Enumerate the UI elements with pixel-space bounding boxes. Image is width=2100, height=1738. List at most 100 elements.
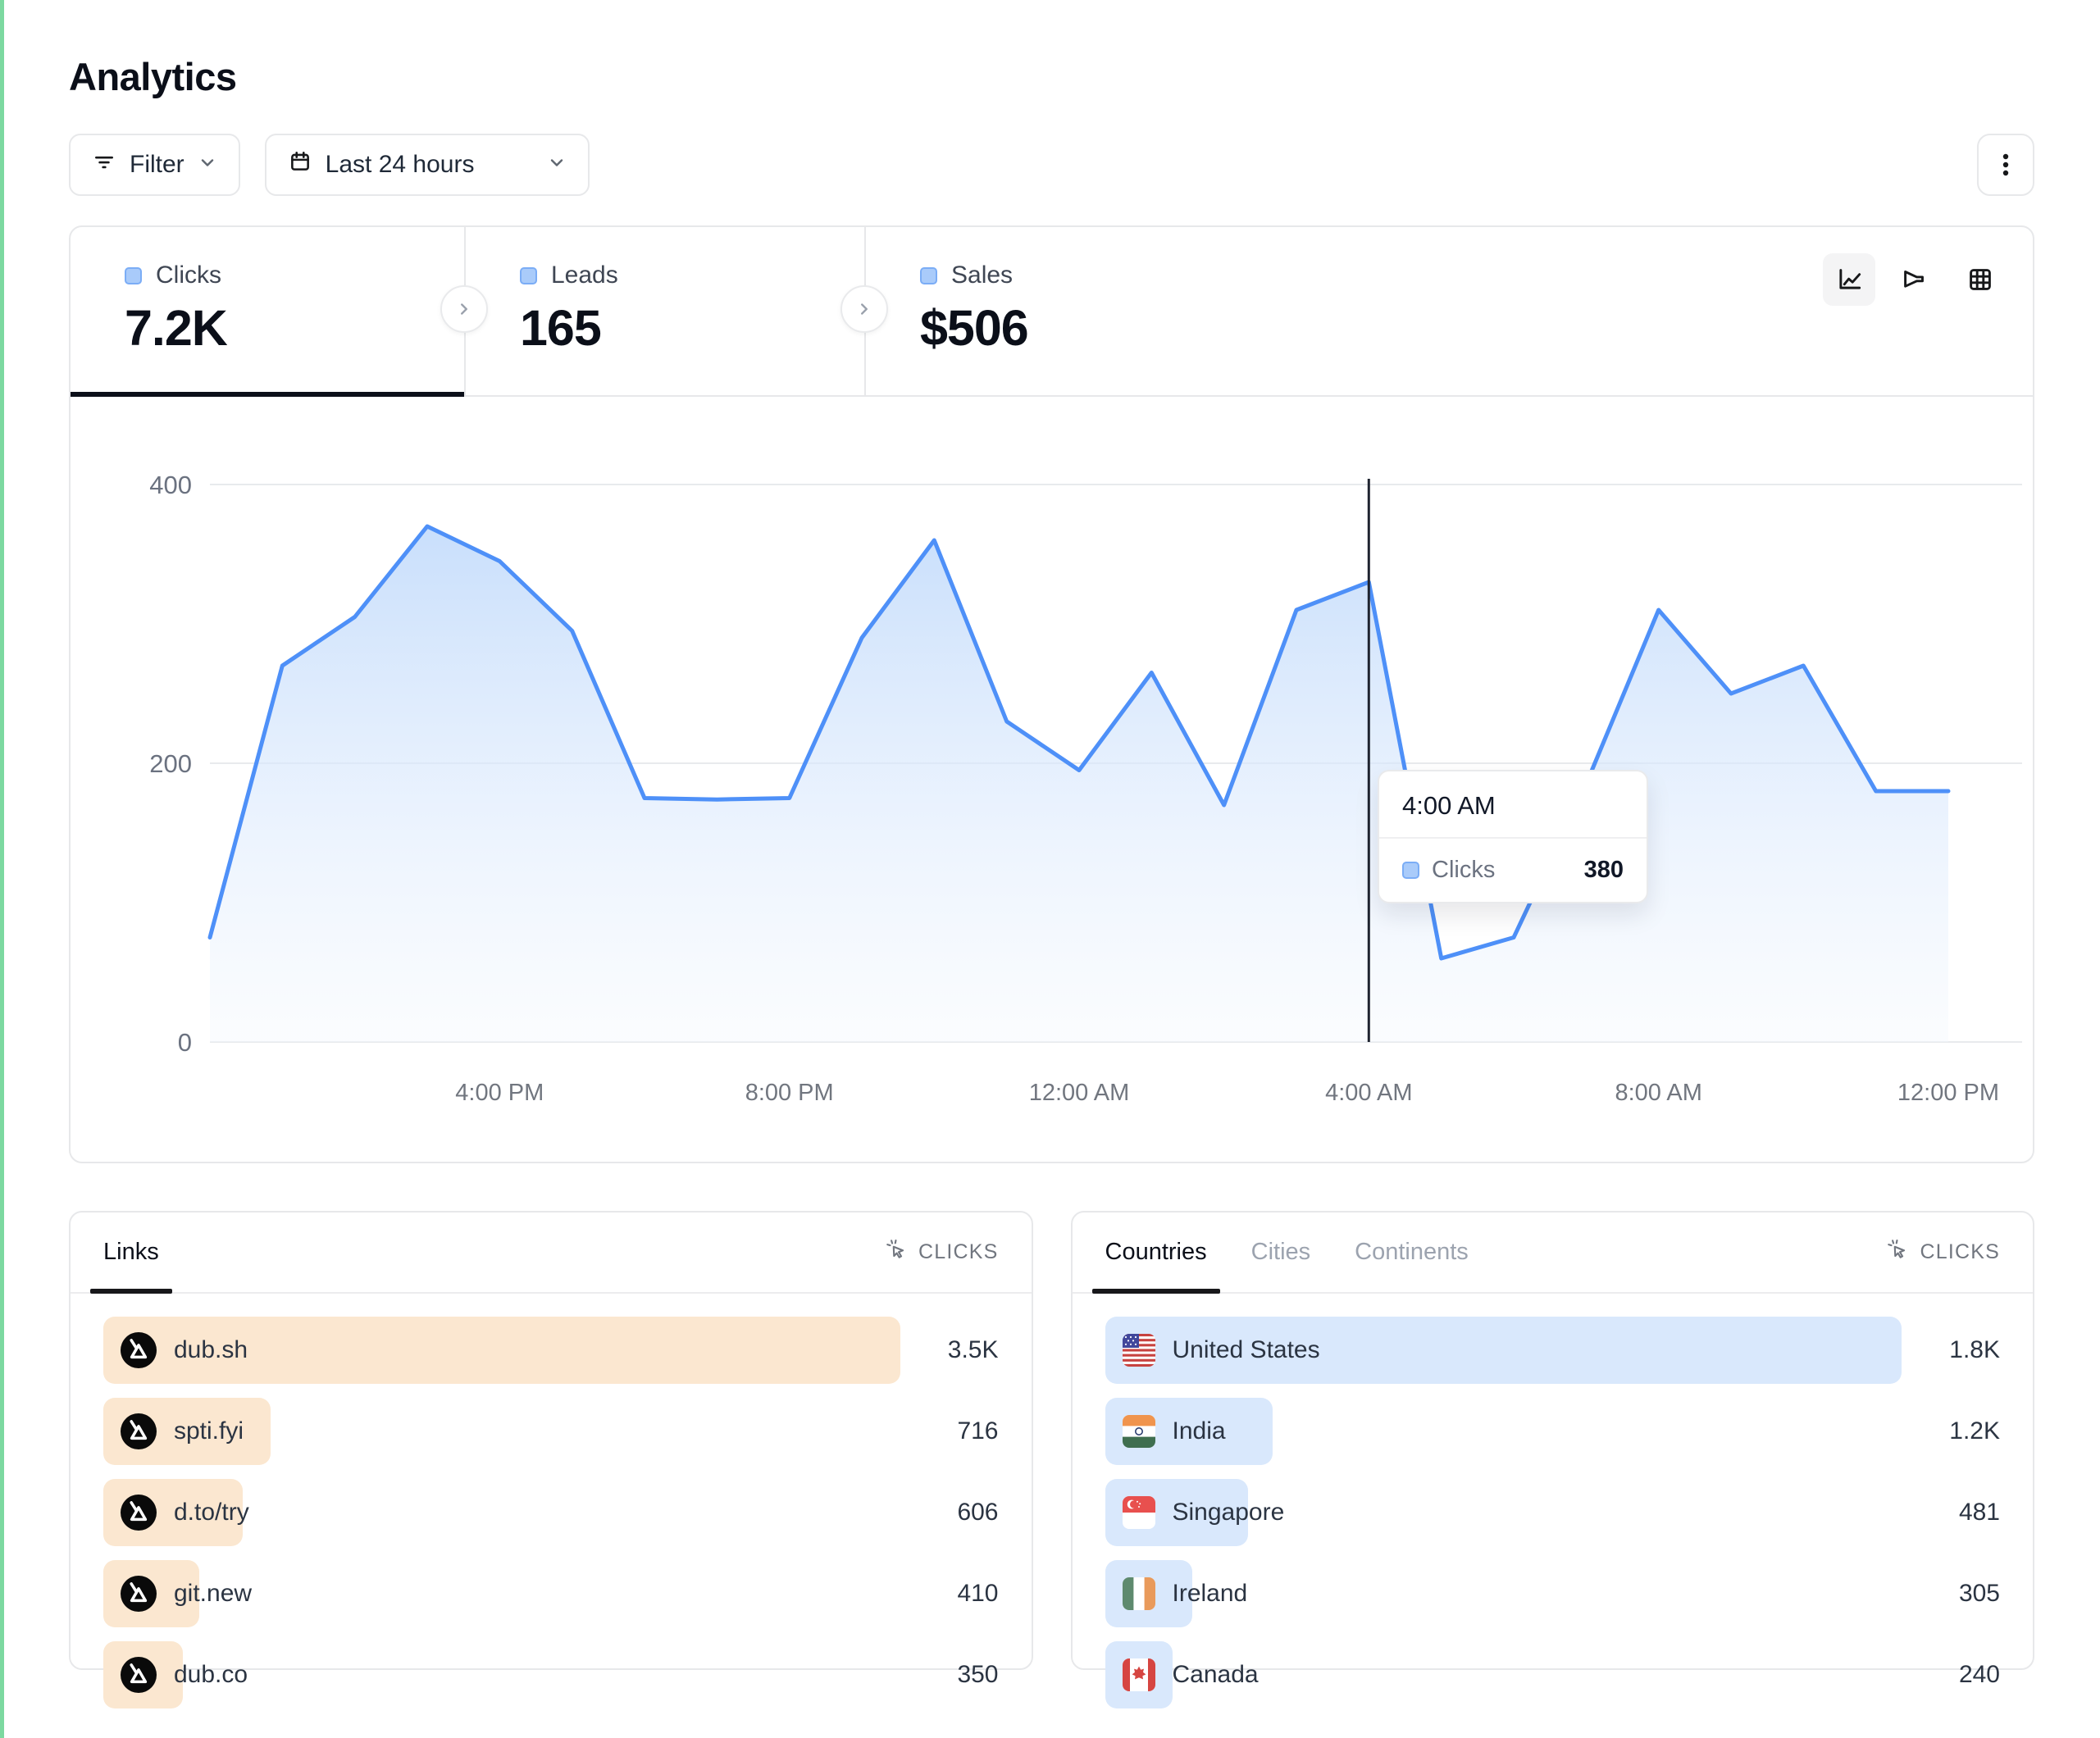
cursor-click-icon <box>884 1237 909 1267</box>
country-row-content: Ireland <box>1105 1560 1902 1627</box>
tab-cities[interactable]: Cities <box>1250 1239 1311 1265</box>
x-tick-label: 12:00 AM <box>1029 1080 1130 1106</box>
country-row[interactable]: India 1.2K <box>1105 1398 2000 1465</box>
link-name: dub.sh <box>174 1336 248 1363</box>
tab-sales[interactable]: Sales $506 <box>866 227 2033 395</box>
country-clicks-value: 240 <box>1958 1661 2000 1688</box>
links-metric-label: CLICKS <box>918 1240 999 1263</box>
country-row[interactable]: Canada 240 <box>1105 1641 2000 1708</box>
leads-value: 165 <box>520 300 602 356</box>
link-bar-zone: git.new <box>103 1560 900 1627</box>
table-grid-view-button[interactable] <box>1954 253 2007 306</box>
links-metric-selector[interactable]: CLICKS <box>884 1237 999 1267</box>
leads-tab-label: Leads <box>551 262 618 289</box>
clicks-tab-label: Clicks <box>156 262 221 289</box>
link-row[interactable]: d.to/try 606 <box>103 1479 999 1546</box>
link-name: git.new <box>174 1580 253 1607</box>
tab-clicks[interactable]: Clicks 7.2K <box>71 227 488 397</box>
country-name: Ireland <box>1172 1580 1248 1607</box>
link-row-content: git.new <box>103 1560 900 1627</box>
link-clicks-value: 606 <box>957 1499 999 1526</box>
funnel-view-button[interactable] <box>1888 253 1941 306</box>
dub-logo-icon <box>121 1413 157 1449</box>
tab-leads[interactable]: Leads 165 <box>466 227 888 395</box>
link-clicks-value: 3.5K <box>947 1336 999 1363</box>
countries-panel: Countries Cities Continents CLICKS Unite… <box>1070 1211 2034 1708</box>
y-tick-label: 200 <box>149 749 192 778</box>
tab-countries[interactable]: Countries <box>1091 1213 1220 1294</box>
link-clicks-value: 716 <box>957 1417 999 1445</box>
link-name: spti.fyi <box>174 1417 244 1445</box>
x-axis-labels: 4:00 PM 8:00 PM 12:00 AM 4:00 AM 8:00 AM 12:0… <box>455 1080 1999 1106</box>
countries-metric-label: CLICKS <box>1920 1240 2000 1263</box>
clicks-value: 7.2K <box>125 300 228 356</box>
calendar-icon <box>288 149 312 180</box>
link-row[interactable]: spti.fyi 716 <box>103 1398 999 1465</box>
page-title: Analytics <box>69 55 237 98</box>
dub-logo <box>121 1495 157 1531</box>
line-chart-view-button[interactable] <box>1823 253 1875 306</box>
us-flag <box>1122 1334 1155 1367</box>
in-flag-icon <box>1122 1415 1155 1448</box>
chart-type-switcher <box>1823 253 2007 306</box>
link-name: dub.co <box>174 1661 248 1688</box>
links-panel-header: Links CLICKS <box>71 1213 1032 1294</box>
us-flag-icon <box>1122 1334 1155 1367</box>
sales-value: $506 <box>920 300 1029 356</box>
next-metric-button[interactable] <box>440 285 488 333</box>
more-options-button[interactable] <box>1977 134 2034 196</box>
tooltip-clicks-row: Clicks 380 <box>1379 837 1647 902</box>
dub-logo <box>121 1332 157 1368</box>
country-row[interactable]: Ireland 305 <box>1105 1560 2000 1627</box>
date-range-button[interactable]: Last 24 hours <box>264 134 590 196</box>
clicks-time-series-plot[interactable]: 0 200 400 4:00 PM 8:00 PM 12:00 AM 4:00 AM 8:0… <box>71 397 2033 1160</box>
filter-button-label: Filter <box>130 151 184 178</box>
country-value-bar <box>1105 1317 1902 1384</box>
toolbar: Filter Last 24 hours <box>69 134 2034 196</box>
dub-logo-icon <box>121 1657 157 1693</box>
country-row[interactable]: Singapore 481 <box>1105 1479 2000 1546</box>
dub-logo-icon <box>121 1576 157 1612</box>
link-row[interactable]: dub.co 350 <box>103 1641 999 1708</box>
link-bar-zone: d.to/try <box>103 1479 900 1546</box>
link-bar-zone: dub.sh <box>103 1317 900 1384</box>
country-clicks-value: 1.8K <box>1949 1336 2000 1363</box>
link-bar-zone: dub.co <box>103 1641 900 1708</box>
country-row-content: United States <box>1105 1317 1902 1384</box>
x-tick-label: 8:00 AM <box>1615 1080 1701 1106</box>
stats-tabs-row: Clicks 7.2K Leads 165 <box>71 227 2033 397</box>
filter-button[interactable]: Filter <box>69 134 240 196</box>
country-clicks-value: 305 <box>1958 1580 2000 1607</box>
kebab-vertical-icon <box>1993 151 2018 179</box>
country-name: India <box>1172 1417 1226 1445</box>
link-row-content: dub.co <box>103 1641 900 1708</box>
analytics-chart-card: Clicks 7.2K Leads 165 <box>69 225 2034 1163</box>
links-list: dub.sh 3.5K spti.fyi 716 d.to/try 606 git.new 4… <box>71 1294 1032 1708</box>
leads-legend-swatch-icon <box>520 266 537 284</box>
dub-logo <box>121 1413 157 1449</box>
next-metric-button[interactable] <box>840 285 888 333</box>
clicks-legend-swatch-icon <box>1402 862 1419 879</box>
sg-flag-icon <box>1122 1496 1155 1529</box>
x-tick-label: 4:00 AM <box>1325 1080 1412 1106</box>
sg-flag <box>1122 1496 1155 1529</box>
country-clicks-value: 1.2K <box>1949 1417 2000 1445</box>
country-bar-zone: United States <box>1105 1317 1902 1384</box>
link-row[interactable]: dub.sh 3.5K <box>103 1317 999 1384</box>
country-clicks-value: 481 <box>1958 1499 2000 1526</box>
link-row-content: spti.fyi <box>103 1398 900 1465</box>
countries-metric-selector[interactable]: CLICKS <box>1885 1237 2000 1267</box>
y-tick-label: 0 <box>178 1028 192 1057</box>
chevron-down-icon <box>198 151 217 179</box>
links-panel: Links CLICKS dub.sh 3.5K spti.fyi 716 d.to/t… <box>69 1211 1033 1708</box>
tooltip-time-title: 4:00 AM <box>1402 791 1496 820</box>
link-clicks-value: 410 <box>957 1580 999 1607</box>
link-clicks-value: 350 <box>957 1661 999 1688</box>
y-tick-label: 400 <box>149 471 192 499</box>
link-row[interactable]: git.new 410 <box>103 1560 999 1627</box>
ie-flag-icon <box>1122 1577 1155 1610</box>
country-row[interactable]: United States 1.8K <box>1105 1317 2000 1384</box>
tab-links[interactable]: Links <box>90 1213 172 1294</box>
breakdown-panels: Links CLICKS dub.sh 3.5K spti.fyi 716 d.to/t… <box>69 1211 2034 1708</box>
tab-continents[interactable]: Continents <box>1355 1239 1469 1265</box>
